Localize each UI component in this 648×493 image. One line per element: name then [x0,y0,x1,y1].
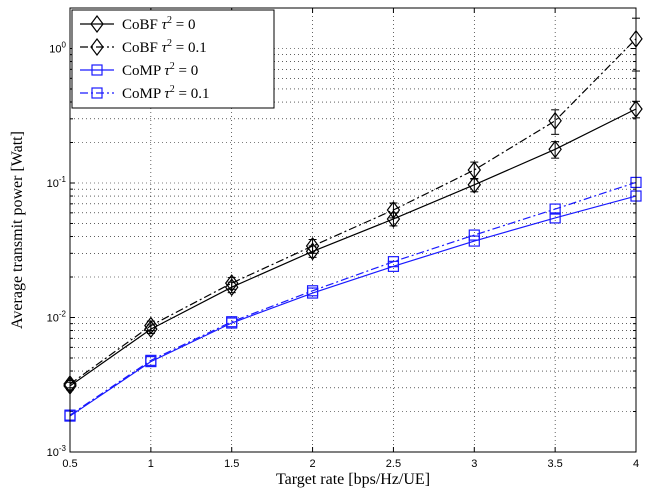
square-marker [549,212,561,224]
diamond-marker [224,274,239,293]
square-marker [226,316,238,328]
series [63,17,643,422]
plot-frame [69,7,637,453]
diamond-marker [386,209,401,228]
square-marker [91,87,103,99]
legend-label: CoMP τ2 = 0 [122,61,198,79]
diamond-marker [386,200,401,219]
x-tick-label: 0.5 [62,458,77,470]
diamond-marker [144,316,158,335]
legend-item: CoBF τ2 = 0 [80,15,195,33]
square-marker [91,64,103,76]
diamond-marker [467,175,482,194]
x-tick-label: 3 [471,458,477,470]
square-marker [387,256,400,268]
legend-item: CoMP τ2 = 0.1 [80,84,209,102]
square-marker [468,229,480,241]
square-marker [145,354,157,366]
legend-item: CoBF τ2 = 0.1 [80,38,207,56]
y-axis-label: Average transmit power [Watt] [9,131,26,329]
diamond-marker [90,38,104,56]
diamond-marker [548,140,562,159]
diamond-marker [90,15,104,33]
legend-box [71,9,275,109]
series-line [69,181,637,416]
legend: CoBF τ2 = 0 CoBF τ2 = 0.1 CoMP τ2 = 0 CoMP … [71,9,275,109]
y-tick-label: 10-1 [47,175,67,190]
series-line [69,108,637,387]
diamond-marker [467,160,482,179]
legend-item: CoMP τ2 = 0 [80,61,198,79]
x-tick-label: 1 [148,458,154,470]
legend-label: CoMP τ2 = 0.1 [122,84,209,102]
y-tick-label: 10-3 [47,444,67,459]
square-marker [306,285,319,297]
x-axis-label: Target rate [bps/Hz/UE] [276,471,430,488]
series-line [69,195,637,417]
square-marker [549,203,561,215]
y-tick-label: 100 [49,40,66,55]
y-tick-label: 10-2 [47,309,67,324]
legend-label: CoBF τ2 = 0.1 [122,38,207,56]
square-marker [468,235,480,247]
x-tick-label: 4 [633,458,639,470]
diamond-marker [144,320,158,339]
x-tick-label: 1.5 [224,458,239,470]
diamond-marker [305,237,320,256]
diamond-marker [548,111,562,130]
x-tick-label: 3.5 [547,458,562,470]
diamond-marker [224,278,239,297]
series-1 [63,17,643,394]
series-line [69,38,637,385]
ticks: 0.5 1 1.5 2 2.5 3 3.5 4 10-3 10-2 10-1 100 [47,7,639,470]
legend-label: CoBF τ2 = 0 [122,15,195,33]
series-3 [64,176,642,421]
x-tick-label: 2.5 [386,458,401,470]
x-tick-label: 2 [310,458,316,470]
